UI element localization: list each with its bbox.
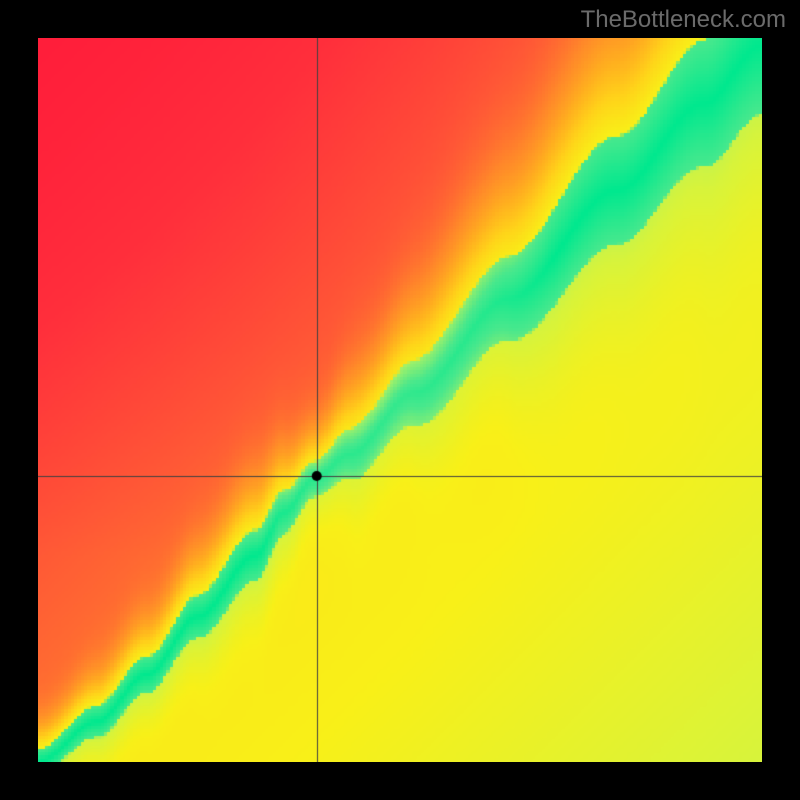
heatmap-plot [38,38,762,762]
heatmap-canvas [38,38,762,762]
attribution-label: TheBottleneck.com [581,6,786,34]
